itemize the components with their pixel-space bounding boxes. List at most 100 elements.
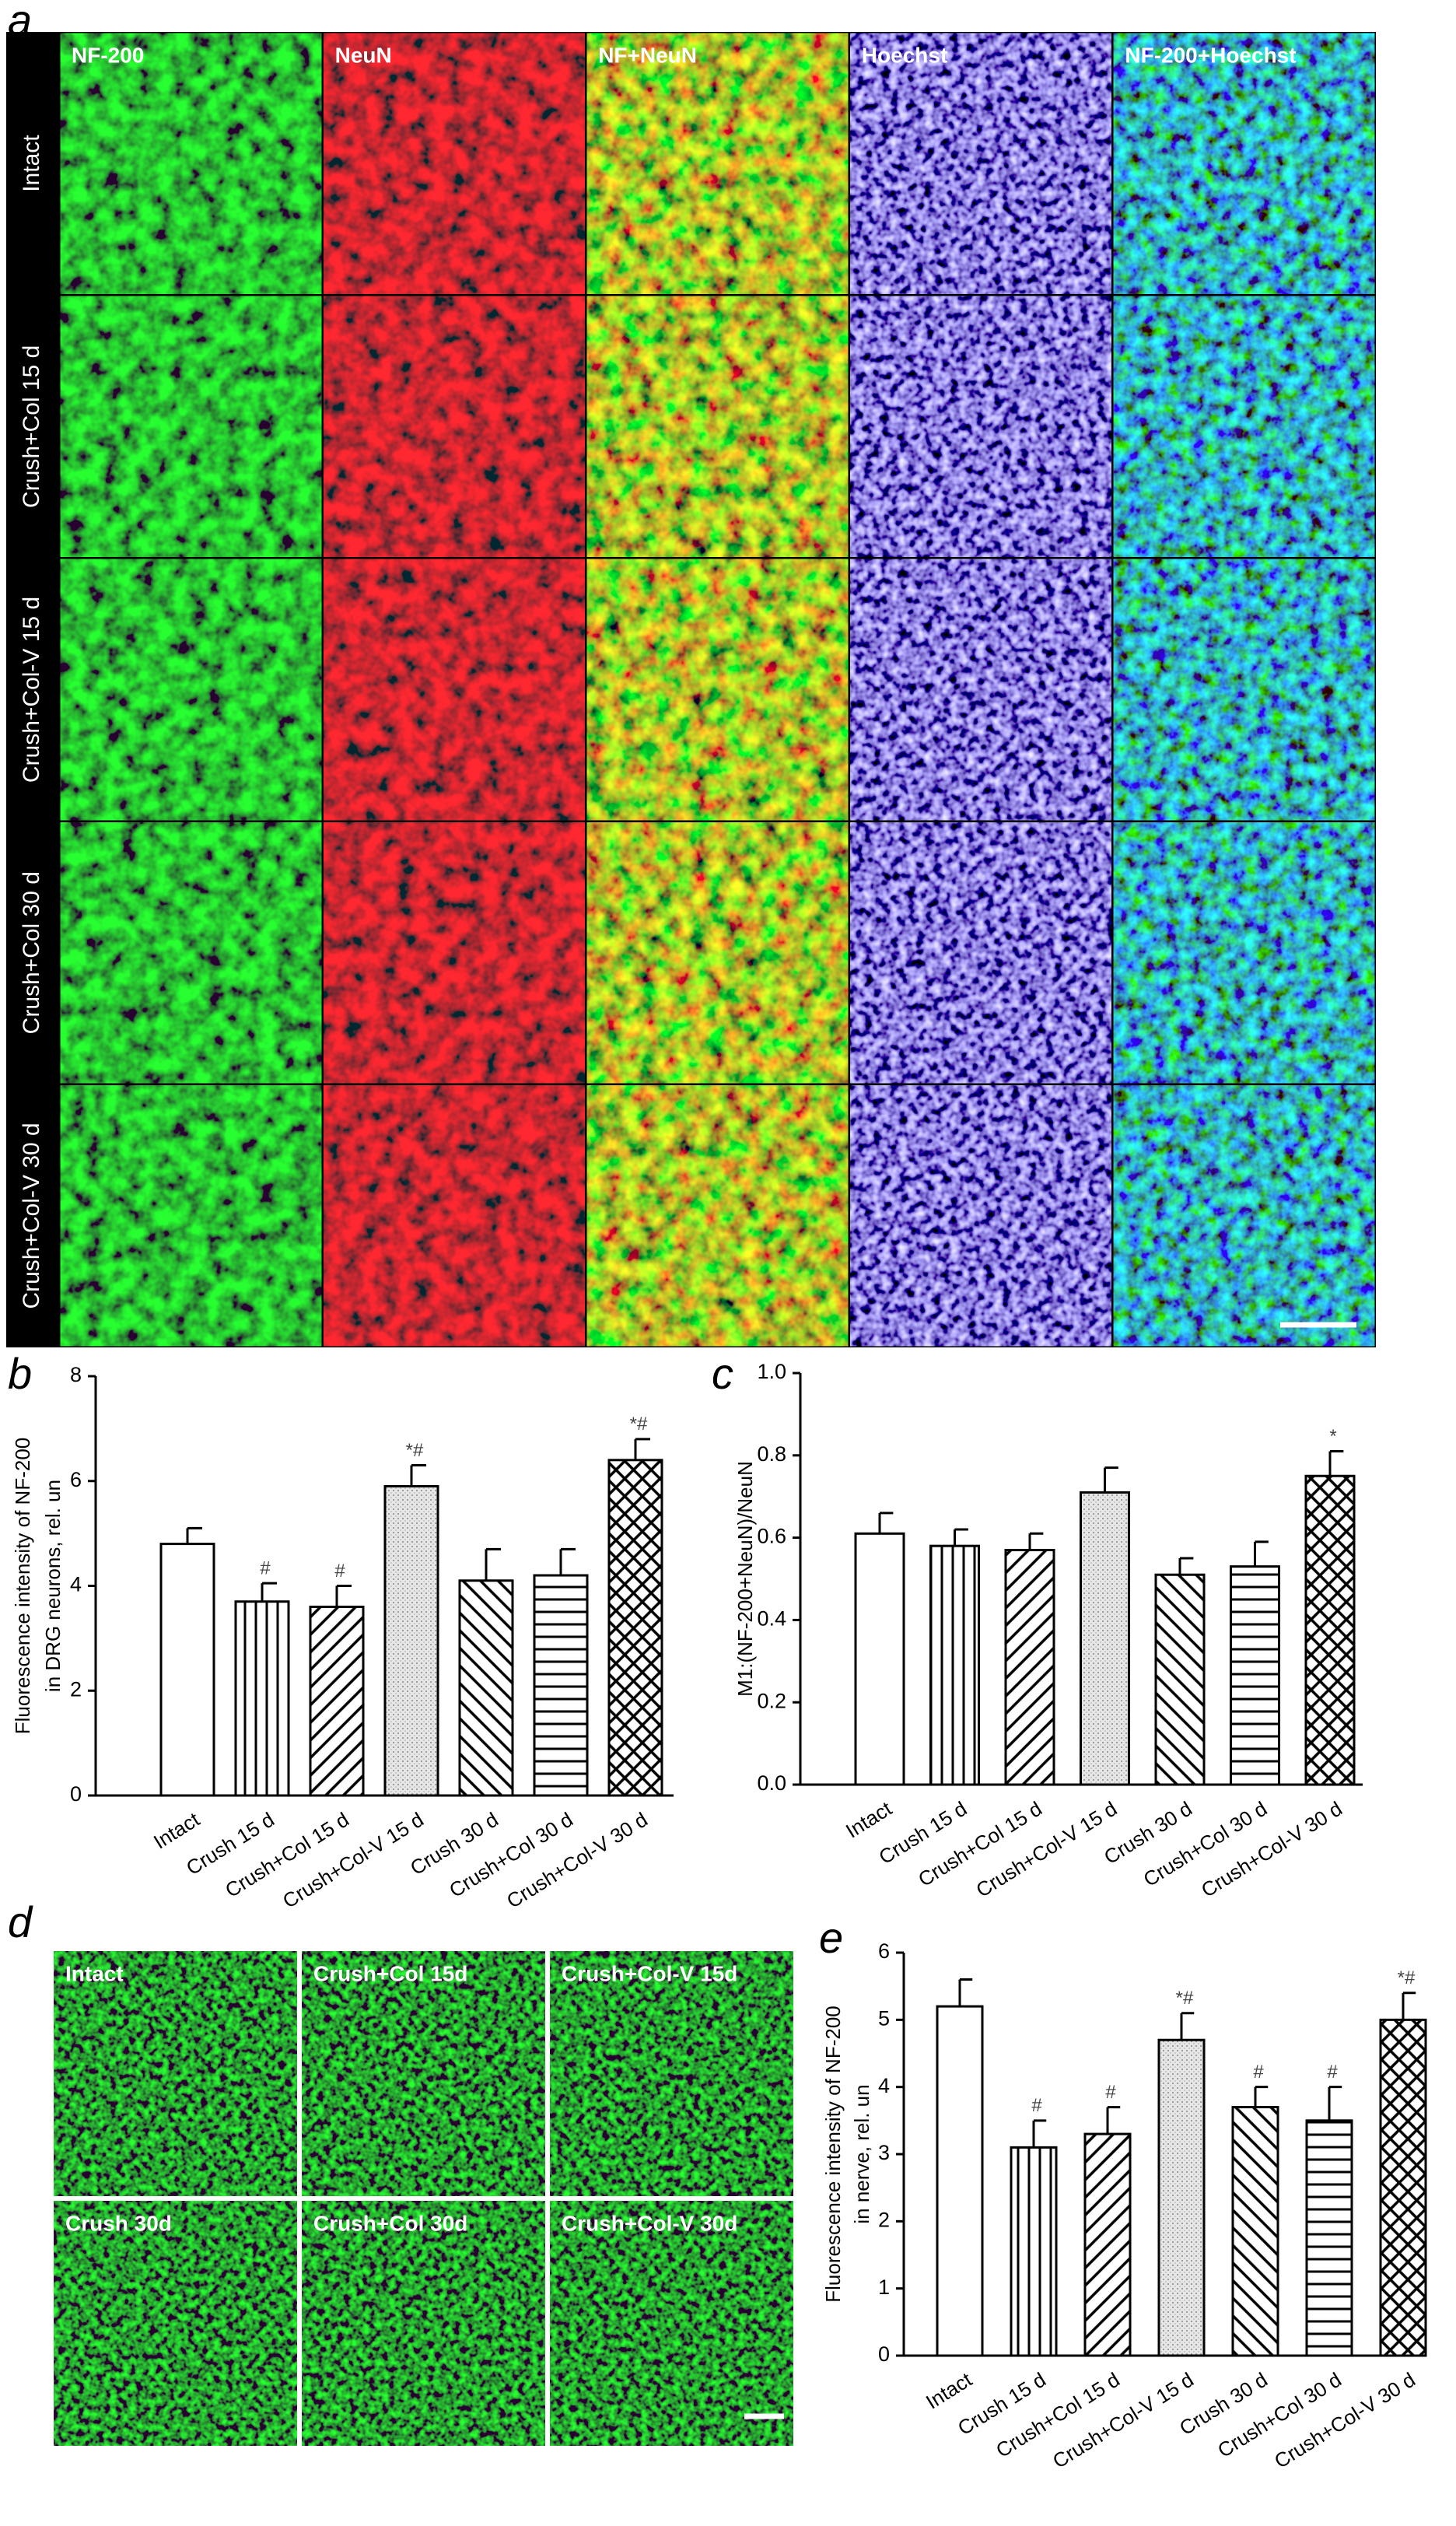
bar-pattern	[930, 1546, 979, 1785]
bar-pattern	[534, 1575, 587, 1796]
significance-mark: #	[260, 1557, 271, 1578]
x-tick-label: Intact	[922, 2367, 976, 2414]
y-tick-label: 0.8	[757, 1442, 786, 1466]
panel-letter: e	[819, 1913, 843, 1962]
image-label: Crush+Col 15d	[313, 1961, 467, 1985]
y-tick-label: 4	[70, 1573, 82, 1596]
micrograph	[586, 33, 849, 294]
significance-mark: #	[1105, 2082, 1116, 2103]
micrograph	[1113, 33, 1375, 294]
significance-mark: #	[334, 1561, 345, 1582]
micrograph	[586, 822, 849, 1084]
row-label: Crush+Col 30 d	[19, 871, 44, 1034]
error-bar	[634, 1438, 651, 1460]
y-tick-label: 0	[878, 2342, 890, 2366]
micrograph	[60, 559, 322, 821]
micrograph	[1113, 559, 1375, 821]
y-tick-label: 5	[878, 2006, 890, 2030]
micrograph	[302, 1951, 545, 2196]
micrograph	[850, 1085, 1111, 1347]
panel-letter: b	[8, 1349, 32, 1398]
micrograph	[586, 296, 849, 557]
bar-pattern	[385, 1486, 438, 1796]
micrograph	[324, 559, 585, 821]
error-bar	[958, 1978, 973, 2007]
y-axis-label: Fluorescence intensity of NF-200	[821, 2006, 845, 2303]
error-bar	[1104, 1466, 1118, 1493]
error-bar	[335, 1585, 352, 1607]
panel-letter: a	[8, 0, 32, 44]
bar-pattern	[1306, 1476, 1354, 1785]
micrograph	[850, 559, 1111, 821]
micrograph	[324, 1085, 585, 1347]
bar-pattern	[236, 1601, 289, 1796]
bar	[856, 1533, 904, 1785]
micrograph	[850, 296, 1111, 557]
bar-pattern	[1080, 1492, 1129, 1785]
micrograph	[60, 822, 322, 1084]
error-bar	[1180, 2012, 1195, 2041]
micrograph	[550, 2201, 793, 2446]
significance-mark: *	[1329, 1426, 1336, 1447]
column-label: NF-200+Hoechst	[1125, 43, 1296, 67]
x-tick-label: Intact	[842, 1796, 896, 1843]
error-bar	[1328, 1450, 1344, 1477]
micrograph	[1113, 296, 1375, 557]
image-label: Crush+Col 30d	[313, 2211, 467, 2235]
bar-pattern	[609, 1459, 662, 1796]
y-tick-label: 8	[70, 1363, 82, 1386]
error-bar	[1028, 1532, 1044, 1550]
y-tick-label: 2	[878, 2208, 890, 2231]
y-tick-label: 0.2	[757, 1689, 786, 1712]
column-label: Hoechst	[862, 43, 947, 67]
panel-letter: c	[712, 1349, 733, 1398]
error-bar	[186, 1526, 203, 1544]
x-tick-label: Crush+Col-V 30 d	[502, 1807, 652, 1912]
row-label: Crush+Col 15 d	[19, 345, 44, 508]
micrograph	[324, 822, 585, 1084]
micrograph	[54, 2201, 297, 2446]
image-label: Intact	[65, 1961, 124, 1985]
x-tick-label: Intact	[149, 1807, 204, 1854]
micrograph	[1113, 822, 1375, 1084]
panel-letter: d	[8, 1897, 33, 1946]
bar-pattern	[310, 1606, 363, 1796]
micrograph	[60, 33, 322, 294]
micrograph	[586, 559, 849, 821]
error-bar	[1402, 1992, 1416, 2020]
error-bar	[1032, 2119, 1047, 2148]
bar-pattern	[1011, 2147, 1056, 2356]
bar-pattern	[1230, 1566, 1279, 1785]
x-tick-label: Crush+Col-V 15 d	[972, 1796, 1122, 1901]
y-tick-label: 0.6	[757, 1525, 786, 1548]
image-label: Crush 30d	[65, 2211, 172, 2235]
significance-mark: *#	[406, 1440, 424, 1461]
significance-mark: #	[1253, 2062, 1264, 2083]
error-bar	[1106, 2106, 1121, 2135]
image-label: Crush+Col-V 30d	[562, 2211, 737, 2235]
x-tick-label: Crush+Col-V 30 d	[1197, 1796, 1346, 1901]
y-tick-label: 3	[878, 2141, 890, 2164]
significance-mark: *#	[1176, 1988, 1194, 2009]
error-bar	[559, 1547, 576, 1576]
y-axis-label: in nerve, rel. un	[850, 2084, 873, 2223]
row-label: Crush+Col-V 30 d	[19, 1123, 44, 1309]
bar-pattern	[1307, 2120, 1352, 2356]
micrograph	[550, 1951, 793, 2196]
y-tick-label: 6	[70, 1468, 82, 1491]
bar-pattern	[1156, 1575, 1204, 1785]
significance-mark: #	[1031, 2095, 1042, 2116]
significance-mark: *#	[1398, 1967, 1416, 1988]
y-tick-label: 0	[70, 1782, 82, 1806]
error-bar	[954, 1528, 968, 1547]
y-axis-label: M1:(NF-200+NeuN)/NeuN	[733, 1461, 757, 1697]
micrograph	[586, 1085, 849, 1347]
error-bar	[878, 1512, 894, 1534]
error-bar	[261, 1582, 278, 1602]
micrograph	[60, 296, 322, 557]
y-axis-label: in DRG neurons, rel. un	[41, 1480, 65, 1692]
image-label: Crush+Col-V 15d	[562, 1961, 737, 1985]
bar-pattern	[1233, 2107, 1278, 2356]
error-bar	[485, 1547, 502, 1581]
